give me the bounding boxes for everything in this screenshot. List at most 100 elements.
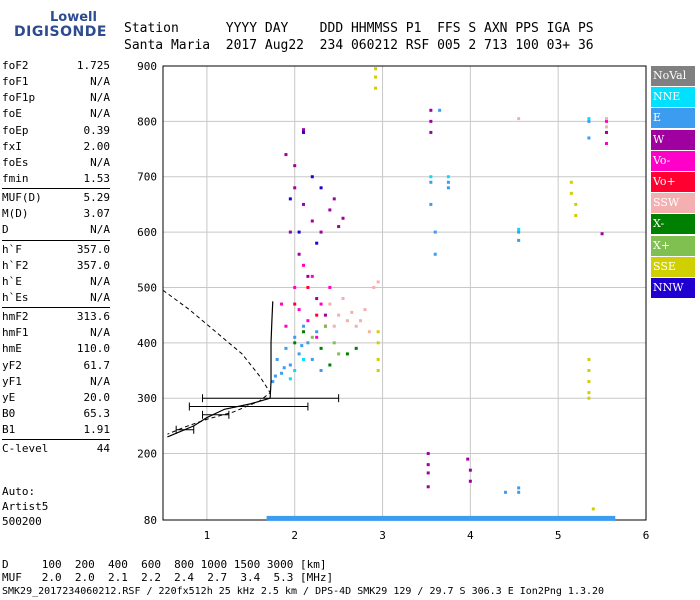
param-separator	[2, 188, 110, 190]
param-value: 357.0	[76, 242, 110, 256]
series-sse-point	[587, 391, 591, 395]
series-sse-point	[569, 180, 573, 184]
series-vo-point	[310, 274, 314, 278]
series-e-point	[429, 202, 433, 206]
series-w-point	[466, 457, 470, 461]
param-label: B0	[2, 406, 16, 420]
param-value: 44	[96, 442, 110, 456]
series-e-point	[587, 136, 591, 140]
param-value: 1.91	[83, 423, 111, 437]
param-row: h`F2 357.0	[2, 258, 110, 274]
series-w-point	[328, 208, 332, 212]
series-ssw-point	[517, 117, 521, 121]
series-w-point	[468, 479, 472, 483]
y-tick-label: 700	[137, 171, 157, 184]
series-w-point	[429, 119, 433, 123]
series-nne-point	[446, 175, 450, 179]
series-w-point	[429, 108, 433, 112]
param-row: h`E N/A	[2, 274, 110, 290]
param-label: yF2	[2, 358, 22, 372]
series-x-point	[319, 346, 323, 350]
y-tick-label: 200	[137, 448, 157, 461]
param-label: foEp	[2, 123, 29, 137]
legend-item-nnw: NNW	[651, 277, 695, 298]
legend-item-ssw: SSW	[651, 193, 695, 214]
series-e-point	[297, 352, 301, 356]
series-x-point	[323, 324, 327, 328]
series-x-point	[354, 346, 358, 350]
series-w-point	[323, 313, 327, 317]
series-w-point	[332, 197, 336, 201]
series-x-point	[337, 352, 341, 356]
series-ssw-point	[341, 297, 345, 301]
series-ssw-point	[337, 313, 341, 317]
param-label: hmF1	[2, 326, 29, 340]
lowell-digisonde-logo: Lowell DIGISONDE	[8, 10, 118, 46]
param-label: h`E	[2, 274, 22, 288]
param-value: 1.725	[76, 59, 110, 72]
logo-bottom-text: DIGISONDE	[14, 24, 107, 40]
header-labels: Station YYYY DAY DDD HHMMSS P1 FFS S AXN…	[124, 21, 594, 36]
param-separator	[2, 439, 110, 441]
plot-frame	[162, 65, 647, 521]
series-e-point	[517, 490, 521, 494]
header-values: Santa Maria 2017 Aug22 234 060212 RSF 00…	[124, 38, 594, 53]
series-nne-point	[517, 227, 521, 231]
series-w-point	[310, 219, 314, 223]
series-vo-point	[328, 285, 332, 289]
auto-code: 500200	[2, 515, 42, 528]
series-w-point	[341, 216, 345, 220]
series-ssw-point	[354, 324, 358, 328]
y-tick-label: 900	[137, 60, 157, 73]
legend-item-nne: NNE	[651, 87, 695, 108]
series-w-point	[426, 485, 430, 489]
param-label: yF1	[2, 374, 22, 388]
legend: NoVal NNE E W Vo- Vo+ SSW X- X+ SSE NNW	[651, 66, 695, 299]
series-w-point	[315, 297, 319, 301]
auto-artist: Artist5	[2, 500, 49, 513]
series-ssw-point	[372, 285, 376, 289]
x-tick-label: 1	[204, 529, 211, 542]
y-tick-label: 600	[137, 226, 157, 239]
param-value: N/A	[90, 274, 110, 288]
series-vo-point	[297, 308, 301, 312]
muf-row: MUF 2.0 2.0 2.1 2.2 2.4 2.7 3.4 5.3 [MHz…	[2, 571, 334, 584]
series-x-point	[332, 341, 336, 345]
param-row: yF1 N/A	[2, 374, 110, 390]
param-label: B1	[2, 423, 16, 437]
series-w-point	[426, 471, 430, 475]
series-nnw-point	[288, 197, 292, 201]
legend-item-e: E	[651, 108, 695, 129]
param-label: foF1	[2, 75, 29, 89]
series-e-point	[446, 180, 450, 184]
param-separator	[2, 239, 110, 241]
legend-item-w: W	[651, 129, 695, 150]
param-label: h`F2	[2, 258, 29, 272]
series-ssw-point	[604, 125, 608, 129]
series-ssw-point	[376, 280, 380, 284]
series-vo-point	[604, 142, 608, 146]
series-sse-point	[569, 191, 573, 195]
series-w-point	[288, 230, 292, 234]
param-label: foE	[2, 107, 22, 121]
series-ssw-point	[328, 302, 332, 306]
series-e-point	[433, 252, 437, 256]
series-e-point	[433, 230, 437, 234]
series-w-point	[297, 252, 301, 256]
series-e-point	[310, 357, 314, 361]
series-w-point	[306, 274, 310, 278]
legend-item-x: X+	[651, 235, 695, 256]
param-row: C-level 44	[2, 441, 110, 457]
series-x-point	[310, 335, 314, 339]
param-row: foF1 N/A	[2, 74, 110, 90]
param-row: M(D) 3.07	[2, 206, 110, 222]
series-vo-point	[306, 319, 310, 323]
param-value: N/A	[90, 290, 110, 304]
param-value: 61.7	[83, 358, 111, 372]
param-row: yE 20.0	[2, 390, 110, 406]
y-tick-label: 80	[144, 514, 157, 527]
baseline-echo-band	[266, 515, 616, 521]
series-e-point	[275, 357, 279, 361]
series-w-point	[293, 186, 297, 190]
series-vo-point	[604, 119, 608, 123]
